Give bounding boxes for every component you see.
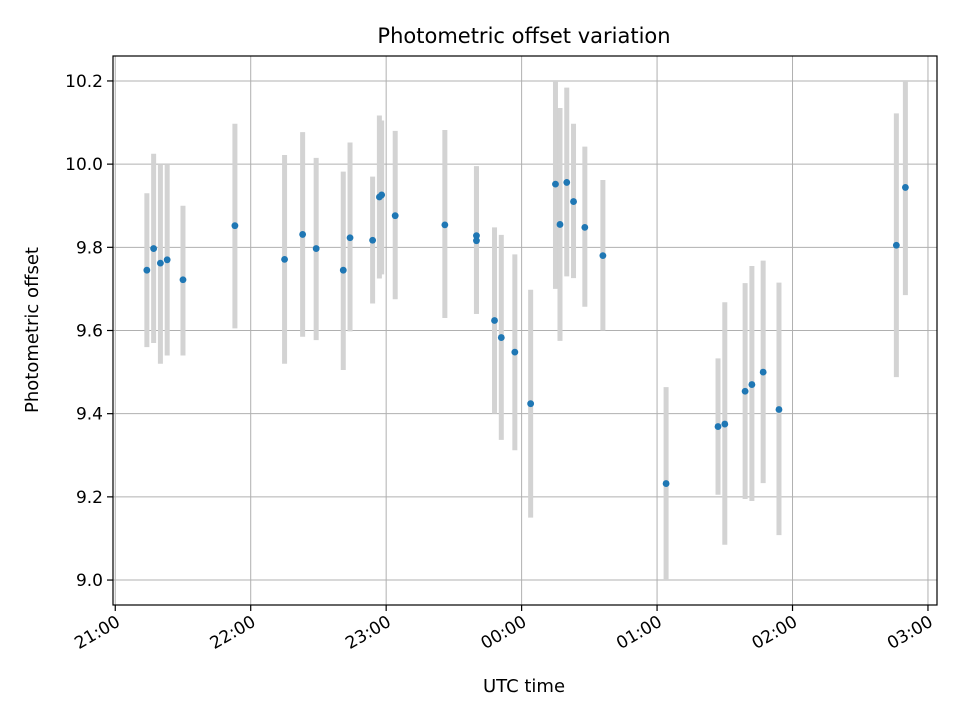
data-point	[892, 241, 900, 249]
data-points	[143, 179, 909, 487]
x-axis-title: UTC time	[483, 676, 565, 697]
x-tick-label: 00:00	[478, 612, 530, 654]
data-point	[511, 348, 519, 356]
data-point	[391, 212, 399, 220]
data-point	[759, 368, 767, 376]
data-point	[901, 184, 909, 191]
data-point	[527, 400, 535, 408]
data-point	[339, 266, 347, 274]
chart-title: Photometric offset variation	[377, 24, 670, 48]
y-tick-label: 9.6	[76, 322, 103, 342]
data-point	[570, 198, 577, 205]
data-point	[281, 255, 288, 263]
x-tick-label: 22:00	[207, 612, 259, 654]
data-point	[378, 191, 386, 199]
y-tick-label: 9.0	[76, 571, 103, 591]
y-tick-label: 10.2	[65, 72, 103, 92]
data-point	[497, 334, 505, 341]
y-axis-ticks: 9.0 9.2 9.4 9.6 9.8 10.0 10.2	[65, 72, 113, 591]
data-point	[552, 180, 559, 188]
y-axis-title: Photometric offset	[22, 247, 43, 413]
x-tick-label: 21:00	[71, 612, 123, 654]
x-tick-label: 02:00	[749, 612, 801, 654]
y-tick-label: 10.0	[65, 155, 103, 175]
grid-lines	[113, 56, 937, 605]
data-point	[369, 236, 377, 244]
data-point	[473, 237, 480, 245]
data-point	[721, 420, 729, 428]
data-point	[741, 387, 749, 395]
data-point	[563, 179, 571, 186]
data-point	[581, 223, 589, 231]
x-tick-label: 23:00	[342, 612, 394, 654]
data-point	[157, 259, 164, 267]
data-point	[775, 406, 783, 413]
data-point	[441, 221, 449, 229]
y-tick-label: 9.2	[76, 488, 103, 508]
data-point	[143, 266, 151, 274]
x-tick-label: 01:00	[613, 612, 665, 654]
data-point	[179, 276, 187, 284]
data-point	[491, 317, 498, 324]
data-point	[714, 423, 722, 430]
data-point	[163, 256, 171, 264]
data-point	[473, 232, 480, 240]
data-point	[748, 381, 756, 388]
data-point	[556, 221, 564, 228]
y-tick-label: 9.8	[76, 238, 103, 258]
y-tick-label: 9.4	[76, 405, 103, 425]
data-point	[231, 222, 239, 230]
x-tick-label: 03:00	[884, 612, 936, 654]
data-point	[299, 231, 307, 238]
data-point	[662, 480, 670, 487]
data-point	[312, 245, 320, 252]
data-point	[599, 252, 607, 260]
data-point	[346, 234, 354, 242]
data-point	[150, 245, 158, 252]
x-axis-ticks: 21:00 22:00 23:00 00:00 01:00 02:00 03:00	[71, 605, 936, 654]
